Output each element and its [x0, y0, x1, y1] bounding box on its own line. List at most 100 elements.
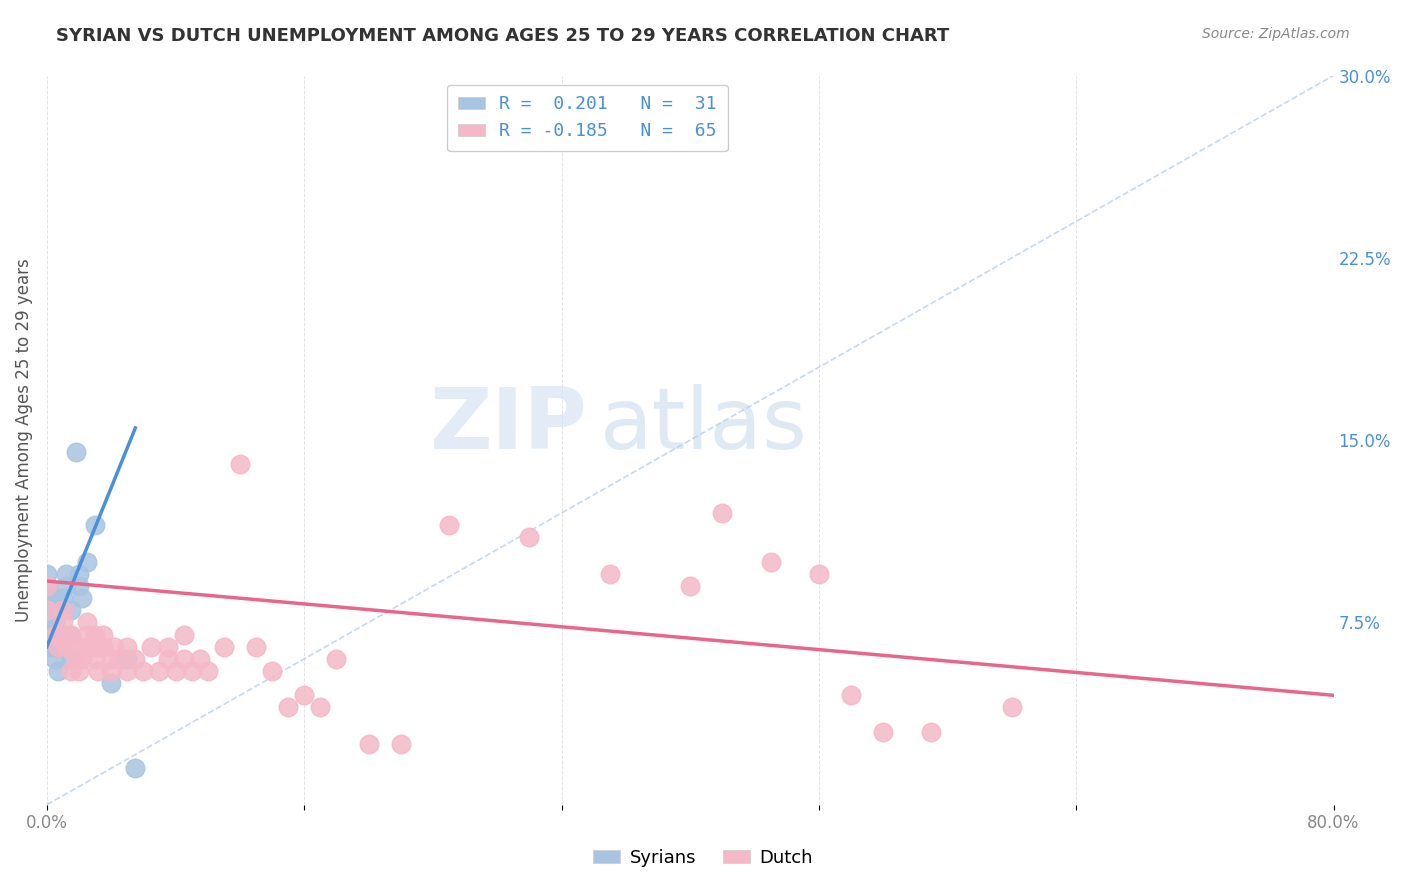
- Legend: R =  0.201   N =  31, R = -0.185   N =  65: R = 0.201 N = 31, R = -0.185 N = 65: [447, 85, 728, 152]
- Point: [67, 664, 90, 678]
- Point: [52, 591, 75, 605]
- Point: [173, 652, 195, 666]
- Point: [84, 627, 107, 641]
- Point: [389, 737, 412, 751]
- Point: [245, 640, 267, 654]
- Point: [117, 664, 139, 678]
- Point: [100, 676, 122, 690]
- Point: [84, 518, 107, 533]
- Point: [76, 615, 98, 630]
- Point: [44, 591, 66, 605]
- Point: [100, 664, 122, 678]
- Point: [76, 627, 98, 641]
- Point: [60, 627, 83, 641]
- Point: [35, 603, 58, 617]
- Point: [35, 579, 58, 593]
- Text: SYRIAN VS DUTCH UNEMPLOYMENT AMONG AGES 25 TO 29 YEARS CORRELATION CHART: SYRIAN VS DUTCH UNEMPLOYMENT AMONG AGES …: [56, 27, 949, 45]
- Y-axis label: Unemployment Among Ages 25 to 29 years: Unemployment Among Ages 25 to 29 years: [15, 258, 32, 622]
- Point: [35, 566, 58, 581]
- Point: [76, 555, 98, 569]
- Legend: Syrians, Dutch: Syrians, Dutch: [586, 842, 820, 874]
- Point: [65, 445, 87, 459]
- Point: [35, 591, 58, 605]
- Point: [108, 652, 131, 666]
- Point: [55, 640, 77, 654]
- Point: [60, 664, 83, 678]
- Point: [46, 640, 69, 654]
- Point: [60, 640, 83, 654]
- Point: [679, 579, 702, 593]
- Text: atlas: atlas: [600, 384, 808, 467]
- Point: [76, 640, 98, 654]
- Point: [839, 688, 862, 702]
- Point: [44, 640, 66, 654]
- Point: [124, 652, 146, 666]
- Point: [55, 579, 77, 593]
- Point: [437, 518, 460, 533]
- Point: [46, 664, 69, 678]
- Point: [35, 615, 58, 630]
- Point: [872, 724, 894, 739]
- Point: [67, 640, 90, 654]
- Point: [260, 664, 283, 678]
- Point: [87, 640, 110, 654]
- Point: [72, 652, 94, 666]
- Point: [759, 555, 782, 569]
- Point: [357, 737, 380, 751]
- Point: [55, 566, 77, 581]
- Point: [117, 652, 139, 666]
- Point: [807, 566, 830, 581]
- Point: [132, 664, 155, 678]
- Point: [91, 627, 114, 641]
- Point: [72, 591, 94, 605]
- Point: [920, 724, 942, 739]
- Point: [35, 579, 58, 593]
- Point: [35, 603, 58, 617]
- Point: [44, 652, 66, 666]
- Point: [325, 652, 347, 666]
- Point: [65, 652, 87, 666]
- Point: [519, 530, 541, 544]
- Point: [156, 652, 179, 666]
- Point: [599, 566, 621, 581]
- Point: [277, 700, 299, 714]
- Point: [165, 664, 187, 678]
- Point: [60, 603, 83, 617]
- Point: [103, 640, 125, 654]
- Point: [117, 640, 139, 654]
- Point: [180, 664, 202, 678]
- Point: [44, 627, 66, 641]
- Point: [52, 603, 75, 617]
- Point: [156, 640, 179, 654]
- Point: [309, 700, 332, 714]
- Point: [87, 664, 110, 678]
- Point: [100, 652, 122, 666]
- Point: [60, 652, 83, 666]
- Point: [711, 506, 734, 520]
- Text: ZIP: ZIP: [429, 384, 588, 467]
- Point: [35, 640, 58, 654]
- Point: [60, 627, 83, 641]
- Point: [84, 652, 107, 666]
- Point: [44, 627, 66, 641]
- Point: [84, 640, 107, 654]
- Point: [65, 640, 87, 654]
- Point: [1001, 700, 1024, 714]
- Point: [55, 627, 77, 641]
- Point: [141, 640, 163, 654]
- Point: [188, 652, 211, 666]
- Point: [46, 640, 69, 654]
- Point: [212, 640, 235, 654]
- Point: [91, 640, 114, 654]
- Point: [229, 458, 252, 472]
- Point: [197, 664, 219, 678]
- Point: [67, 579, 90, 593]
- Point: [173, 627, 195, 641]
- Point: [148, 664, 170, 678]
- Point: [67, 566, 90, 581]
- Point: [52, 603, 75, 617]
- Text: Source: ZipAtlas.com: Source: ZipAtlas.com: [1202, 27, 1350, 41]
- Point: [292, 688, 315, 702]
- Point: [52, 615, 75, 630]
- Point: [44, 615, 66, 630]
